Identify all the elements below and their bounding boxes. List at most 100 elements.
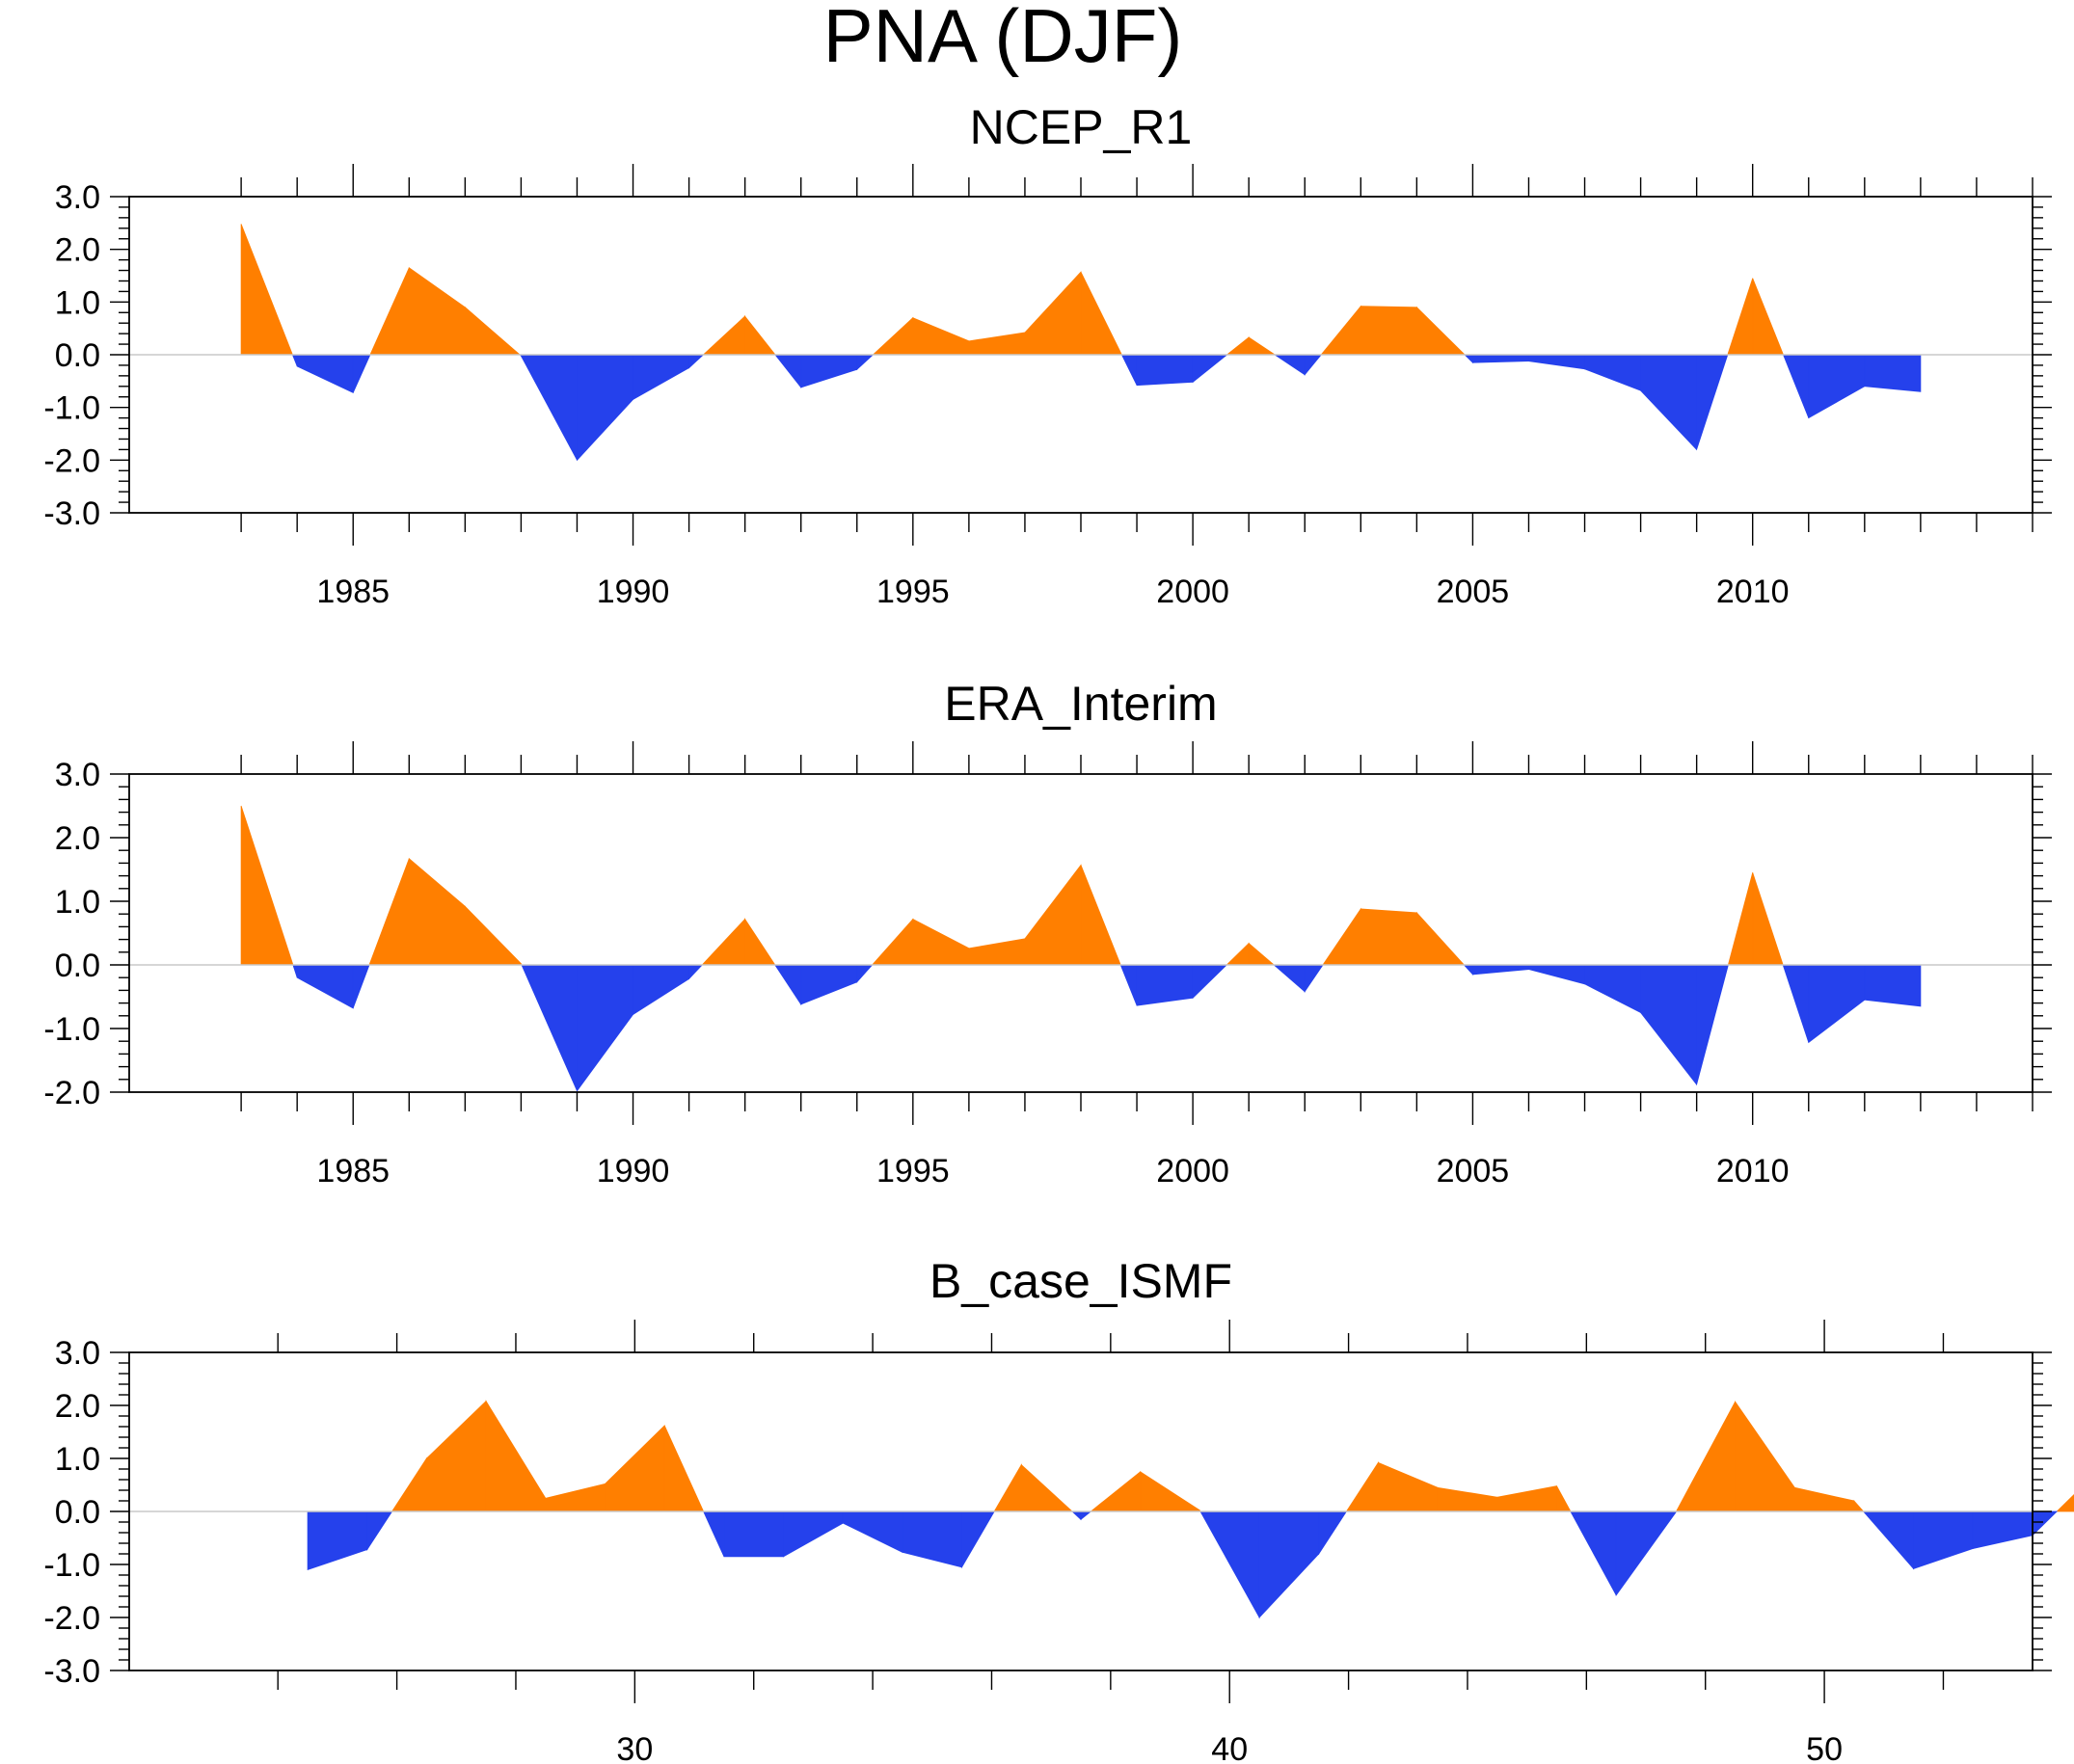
x-tick-label: 2005: [1437, 1153, 1510, 1189]
negative-area-segment: [774, 354, 802, 389]
positive-area-segment: [369, 267, 410, 356]
negative-area-segment: [1782, 354, 1810, 418]
x-tick-label: 2000: [1156, 574, 1229, 610]
positive-area-segment: [1727, 278, 1754, 356]
y-tick-label: 3.0: [55, 1335, 100, 1372]
positive-area-segment: [1752, 872, 1784, 966]
positive-area-segment: [1020, 1463, 1074, 1512]
negative-area-segment: [688, 964, 704, 980]
y-tick-label: -2.0: [43, 442, 100, 479]
positive-area-segment: [464, 306, 522, 356]
negative-area-segment: [1528, 354, 1585, 370]
chart-panel-2: ERA_Interim -2.0 -1.0 0.0 1.0 2.0 3.0 1985 1990 1…: [43, 677, 2052, 1189]
positive-area-segment: [1378, 1461, 1439, 1512]
positive-area-segment: [1090, 1470, 1142, 1512]
negative-area-segment: [783, 1510, 844, 1558]
negative-area-segment: [1640, 354, 1697, 451]
negative-area-segment: [1120, 354, 1138, 386]
positive-area-segment: [368, 858, 410, 966]
positive-area-segment: [1080, 272, 1123, 356]
y-tick-label: -1.0: [43, 1011, 100, 1048]
negative-area-segment: [723, 1510, 784, 1558]
panel-title: ERA_Interim: [944, 677, 1217, 731]
x-tick-label: 2005: [1437, 574, 1510, 610]
negative-area-segment: [1318, 1510, 1348, 1556]
positive-area-segment: [425, 1400, 487, 1512]
x-tick-label: 1990: [597, 1153, 670, 1189]
positive-area-segment: [1024, 271, 1082, 356]
negative-area-segment: [521, 964, 578, 1091]
negative-area-segment: [291, 354, 298, 367]
positive-area-segment: [408, 857, 466, 966]
negative-area-segment: [1304, 354, 1323, 376]
positive-area-segment: [744, 918, 776, 966]
negative-area-segment: [577, 964, 633, 1092]
negative-area-segment: [1192, 964, 1228, 1000]
x-tick-label: 50: [1806, 1731, 1843, 1764]
negative-area-segment: [1808, 354, 1866, 419]
y-tick-label: -2.0: [43, 1075, 100, 1111]
y-tick-label: -3.0: [43, 495, 100, 532]
negative-area-segment: [633, 354, 689, 401]
positive-area-segment: [1496, 1485, 1557, 1512]
positive-area-segment: [1556, 1485, 1572, 1512]
negative-area-segment: [1864, 354, 1922, 392]
chart-panels: NCEP_R1 -3.0 -2.0 -1.0 0.0 1.0 2.0 3.0 1985 1990 1…: [43, 100, 2074, 1764]
negative-area-segment: [1273, 354, 1306, 376]
positive-area-segment: [240, 805, 294, 966]
negative-area-segment: [307, 1510, 368, 1571]
positive-area-segment: [701, 918, 745, 966]
negative-area-segment: [1862, 1510, 1914, 1570]
positive-area-segment: [485, 1400, 547, 1512]
positive-area-segment: [391, 1457, 427, 1512]
x-tick-label: 2000: [1156, 1153, 1229, 1189]
negative-area-segment: [352, 964, 370, 1009]
negative-area-segment: [2032, 1510, 2059, 1537]
negative-area-segment: [800, 354, 858, 388]
chart-panel-1: NCEP_R1 -3.0 -2.0 -1.0 0.0 1.0 2.0 3.0 1985 1990 1…: [43, 100, 2052, 610]
negative-area-segment: [688, 354, 705, 369]
negative-area-segment: [774, 964, 802, 1006]
positive-area-segment: [2056, 1494, 2074, 1512]
negative-area-segment: [1640, 964, 1697, 1086]
x-tick-label: 1995: [876, 574, 950, 610]
negative-area-segment: [521, 354, 578, 461]
positive-area-segment: [1140, 1471, 1200, 1512]
negative-area-segment: [961, 1510, 995, 1569]
positive-area-segment: [545, 1483, 606, 1512]
positive-area-segment: [605, 1424, 665, 1512]
negative-area-segment: [842, 1510, 903, 1553]
figure-title: PNA (DJF): [823, 0, 1183, 78]
negative-area-segment: [1808, 964, 1866, 1044]
negative-area-segment: [1913, 1510, 1974, 1569]
positive-area-segment: [872, 316, 914, 356]
negative-area-segment: [292, 964, 298, 978]
positive-area-segment: [1360, 306, 1417, 356]
positive-area-segment: [1080, 865, 1121, 966]
negative-area-segment: [352, 354, 371, 393]
positive-area-segment: [1320, 305, 1361, 356]
negative-area-segment: [856, 354, 875, 371]
negative-area-segment: [1972, 1510, 2034, 1549]
positive-area-segment: [912, 317, 970, 356]
positive-area-segment: [663, 1425, 705, 1512]
y-tick-label: 2.0: [55, 232, 100, 269]
y-tick-label: 2.0: [55, 820, 100, 857]
positive-area-segment: [1437, 1486, 1498, 1512]
negative-area-segment: [577, 354, 633, 462]
positive-area-segment: [1675, 1402, 1736, 1512]
positive-area-segment: [1416, 306, 1467, 356]
negative-area-segment: [1070, 1510, 1082, 1521]
positive-area-segment: [1727, 872, 1754, 966]
positive-area-segment: [968, 938, 1026, 966]
positive-area-segment: [1322, 907, 1361, 966]
negative-area-segment: [1119, 964, 1138, 1006]
positive-area-segment: [1735, 1400, 1795, 1512]
negative-area-segment: [856, 964, 874, 983]
y-tick-label: 2.0: [55, 1388, 100, 1425]
y-tick-label: -1.0: [43, 390, 100, 427]
positive-area-segment: [871, 918, 914, 966]
y-tick-label: 3.0: [55, 757, 100, 793]
x-tick-label: 30: [616, 1731, 653, 1764]
